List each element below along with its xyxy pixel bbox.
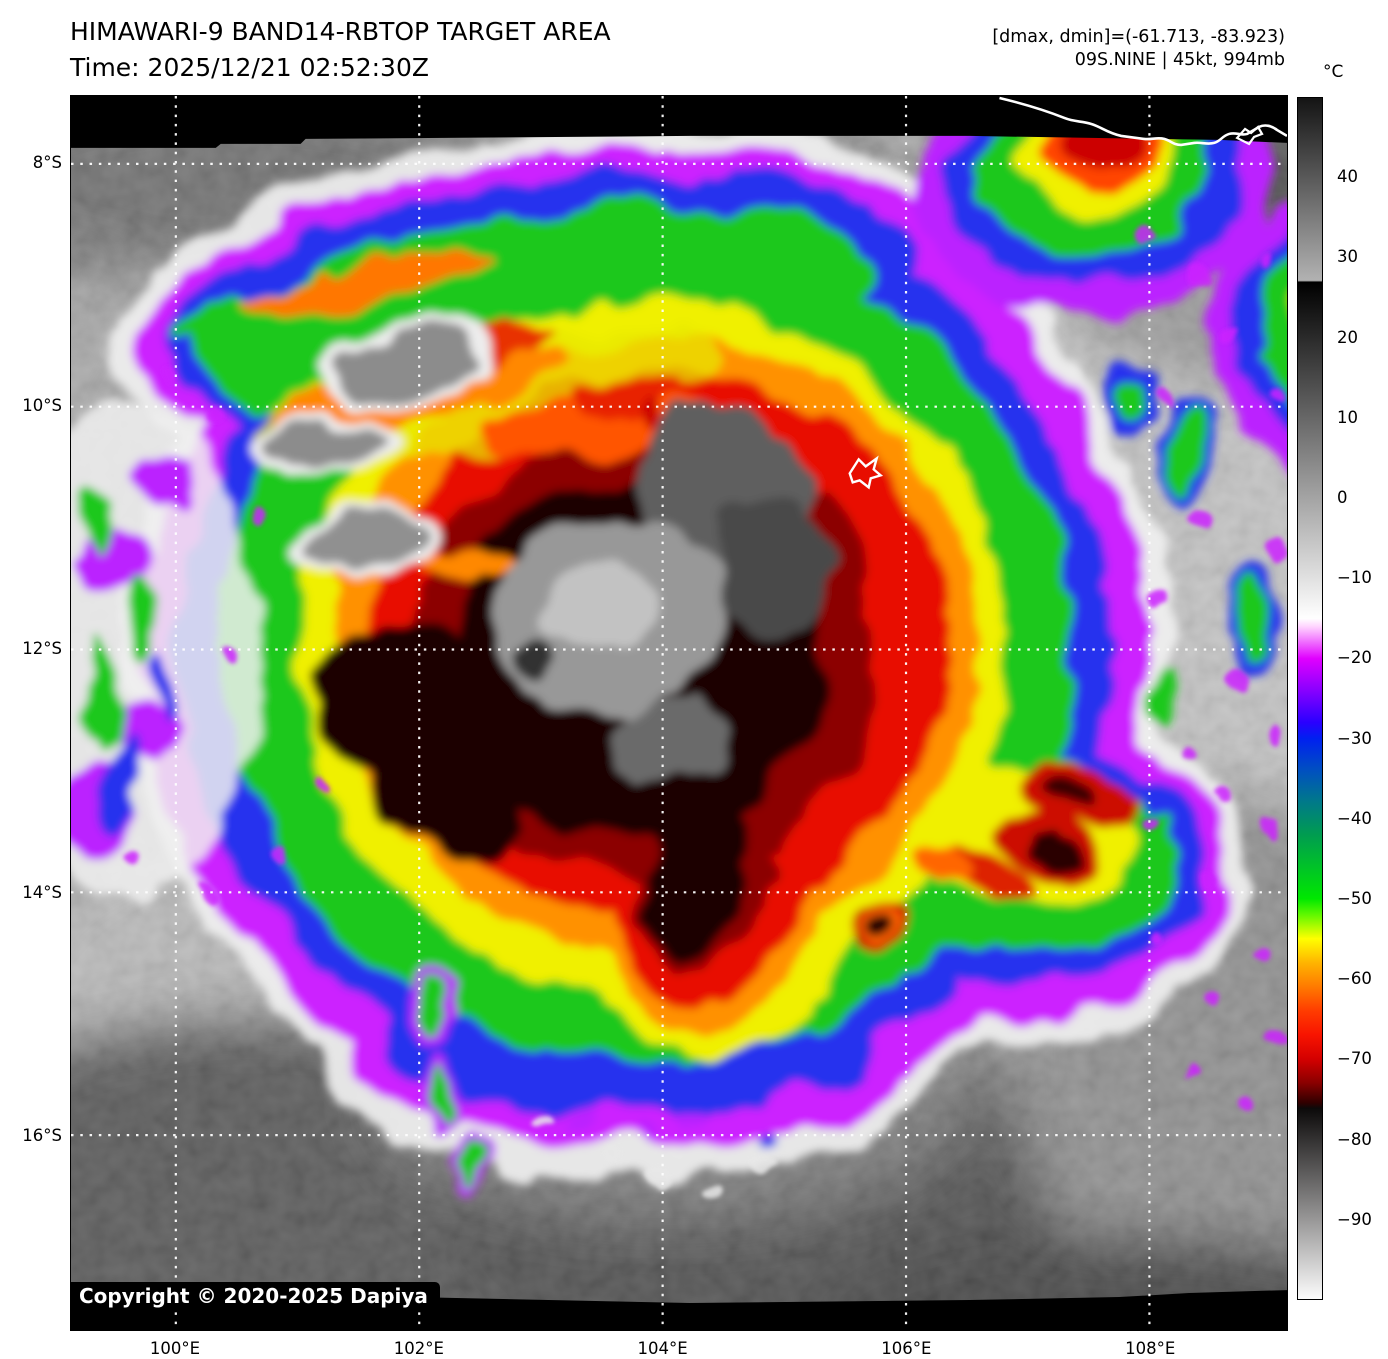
south-cells [410,961,780,1203]
readout-block: [dmax, dmin]=(-61.713, -83.923) 09S.NINE… [992,26,1285,72]
lat-tick-label: 8°S [32,153,62,172]
dmax-dmin-readout: [dmax, dmin]=(-61.713, -83.923) [992,27,1285,47]
colorbar-tick-labels: 40 30 20 10 0 −10 −20 −30 −40 −50 −60 −70 −80 −90 [1297,97,1388,1300]
time-label: Time: 2025/12/21 02:52:30Z [70,53,429,82]
colorbar-tick-label: −50 [1337,889,1372,908]
colorbar-gradient [1297,97,1323,1300]
figure-title: HIMAWARI-9 BAND14-RBTOP TARGET AREA [70,17,611,46]
colorbar-tick-label: −80 [1337,1129,1372,1149]
contour-marker [848,455,884,490]
colorbar-tick-label: −90 [1337,1209,1372,1229]
colorbar-tick-label: 20 [1337,327,1358,347]
lat-tick-label: 16°S [22,1125,62,1145]
lon-tick-label: 108°E [1125,1339,1176,1358]
lon-tick-label: 104°E [637,1339,688,1358]
satellite-image [71,96,1287,1330]
southeast-cells [852,761,1135,957]
satellite-map: Copyright © 2020-2025 Dapiya [70,95,1288,1331]
cyclone [71,96,1287,1203]
colorbar-tick-label: −10 [1337,568,1372,588]
east-cell [1106,210,1287,732]
lat-tick-label: 10°S [22,396,62,416]
copyright-badge: Copyright © 2020-2025 Dapiya [71,1282,440,1312]
celsius-unit-label: °C [1323,62,1344,82]
lat-tick-label: 14°S [22,882,62,902]
colorbar-tick-label: 30 [1337,247,1358,267]
gridlines [71,96,1287,1330]
colorbar: 40 30 20 10 0 −10 −20 −30 −40 −50 −60 −70 −80 −90 [1297,97,1388,1300]
colorbar-tick-label: 40 [1337,167,1358,187]
colorbar-tick-label: −40 [1337,808,1372,828]
lat-tick-label: 12°S [22,639,62,659]
coastline-islet-icon [1235,125,1264,146]
speckles [121,226,1287,1203]
west-mottle [71,307,256,905]
colorbar-tick-label: −30 [1337,728,1372,748]
colorbar-tick-label: −20 [1337,648,1372,668]
colorbar-tick-label: 0 [1337,488,1348,507]
lon-tick-label: 106°E [881,1339,932,1358]
colorbar-tick-label: −60 [1337,969,1372,989]
storm-info-readout: 09S.NINE | 45kt, 994mb [1074,50,1285,70]
colorbar-tick-label: −70 [1337,1049,1372,1069]
lon-tick-label: 100°E [149,1339,201,1358]
eye-region [498,407,830,783]
lon-tick-label: 102°E [393,1339,444,1358]
colorbar-tick-label: 10 [1337,407,1358,427]
